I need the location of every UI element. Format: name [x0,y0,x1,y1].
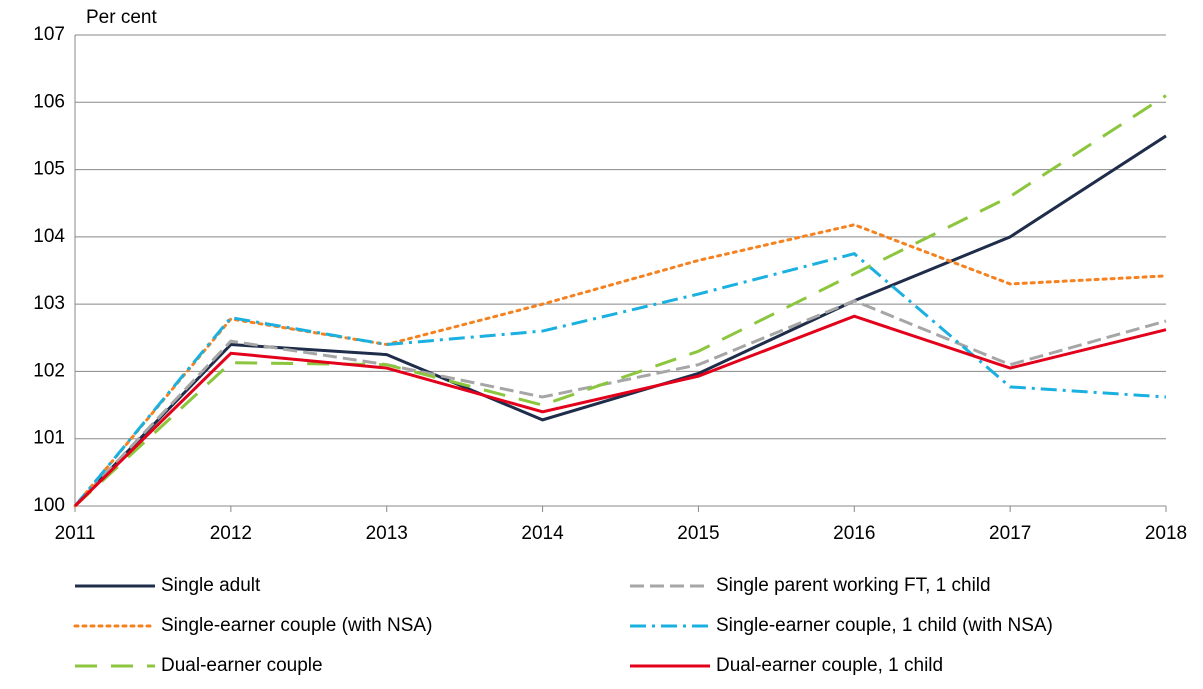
legend-label: Dual-earner couple, 1 child [716,655,943,676]
series-line [73,223,1168,508]
y-tick-label: 107 [33,24,65,45]
y-tick-label: 104 [33,226,65,247]
x-tick-label: 2011 [55,523,96,544]
x-tick-label: 2016 [833,523,875,544]
series-line [73,314,1167,508]
legend-label: Single-earner couple (with NSA) [161,615,432,636]
series-line [73,94,1167,508]
legend-label: Single parent working FT, 1 child [716,575,991,596]
y-tick-label: 105 [33,159,65,180]
legend-label: Single-earner couple, 1 child (with NSA) [716,615,1053,636]
y-tick-label: 103 [33,293,65,314]
y-tick-label: 106 [33,91,65,112]
x-tick-label: 2014 [521,523,564,544]
x-tick-label: 2013 [366,523,408,544]
x-tick-label: 2015 [677,523,719,544]
y-axis-label: Per cent [86,7,157,28]
legend-label: Dual-earner couple [161,655,323,676]
series-line [73,252,1167,507]
x-tick-label: 2017 [989,523,1031,544]
x-tick-label: 2018 [1145,523,1187,544]
legend-label: Single adult [161,575,261,596]
series-line [73,299,1167,508]
y-tick-label: 102 [33,360,65,381]
y-tick-label: 101 [33,428,65,449]
x-tick-label: 2012 [210,523,252,544]
y-tick-label: 100 [33,495,65,516]
